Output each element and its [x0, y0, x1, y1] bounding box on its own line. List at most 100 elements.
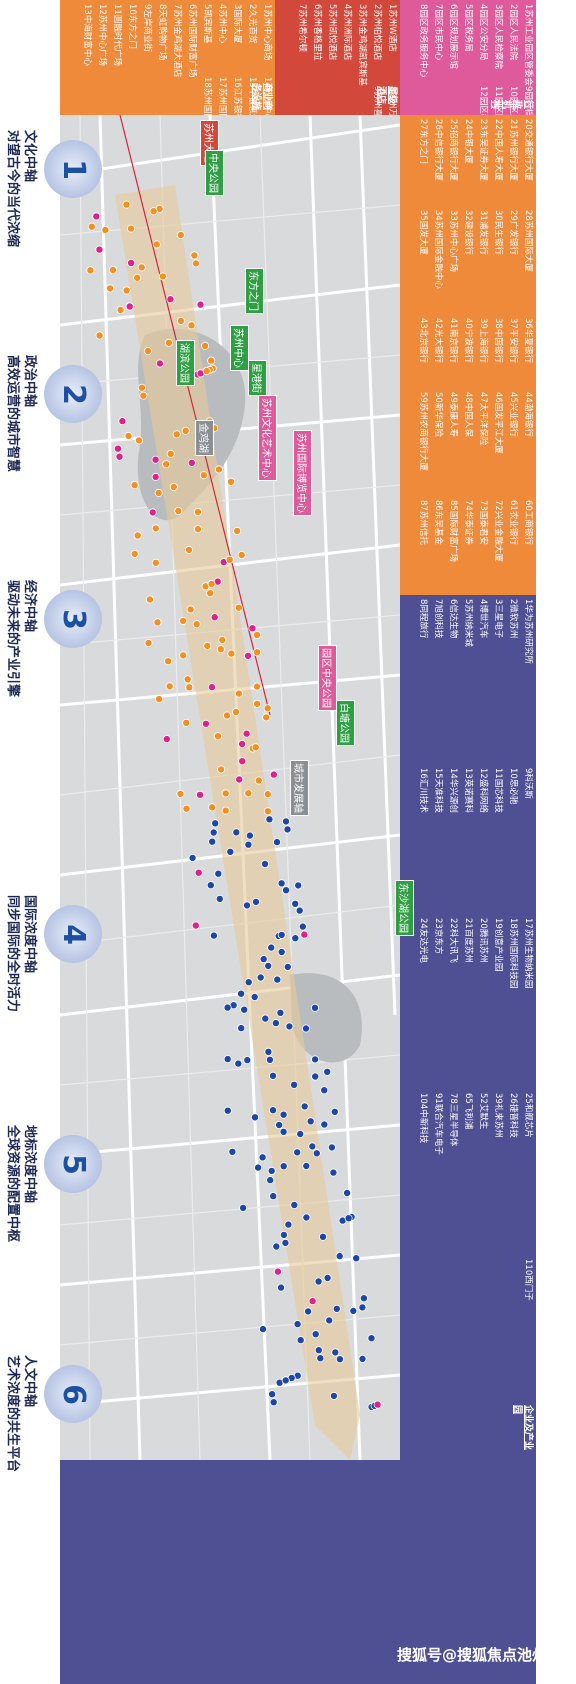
- poi-dot: [261, 1014, 270, 1023]
- panel-item: 24中银大厦: [463, 119, 473, 164]
- panel-item: 32建设银行: [463, 210, 473, 255]
- panel-title: 行政机构: [490, 99, 533, 109]
- poi-dot: [301, 1024, 310, 1033]
- poi-dot: [344, 1214, 353, 1223]
- poi-dot: [203, 641, 212, 650]
- poi-dot: [242, 901, 251, 910]
- axis-title: 人文中轴 艺术浓度的共生平台: [4, 1355, 38, 1515]
- panel-item: 2园区人民法院: [508, 4, 518, 61]
- poi-dot: [208, 837, 217, 846]
- panel-item: 23东吴证券大厦: [478, 119, 488, 181]
- poi-dot: [154, 488, 163, 497]
- panel-item: 20交通银行大厦: [523, 119, 533, 181]
- poi-dot: [318, 1232, 327, 1241]
- poi-dot: [172, 430, 181, 439]
- poi-dot: [190, 251, 199, 260]
- axis-heading: 人文中轴: [22, 1355, 37, 1408]
- panel-item: 14苏州中心: [262, 77, 272, 115]
- poi-dot: [179, 616, 188, 625]
- panel-item: 4园区公安分局: [478, 4, 488, 61]
- poi-dot: [243, 1056, 252, 1065]
- panel-item: 4博世汽车: [478, 599, 488, 639]
- axis-title: 地标浓度中轴 全球资源的配置中枢: [4, 1125, 38, 1285]
- panel-item: 9科沃斯: [523, 768, 533, 800]
- map-label: 金鸡湖: [195, 420, 214, 456]
- poi-dot: [238, 757, 247, 766]
- poi-dot: [235, 775, 244, 784]
- axis-heading: 政治中轴: [22, 355, 37, 408]
- panel-item: 11国芯科技: [493, 768, 503, 814]
- panel-item: 2久光百货: [247, 4, 257, 44]
- poi-dot: [244, 978, 253, 987]
- poi-dot: [149, 207, 158, 216]
- panel-list: 1苏州W酒店 2苏州柏悦酒店 3苏州金鸡湖凯宾斯基 4苏州洲际酒店 5苏州凯悦酒店 6苏州…: [278, 4, 397, 115]
- poi-dot: [283, 962, 292, 971]
- panel-item: 9园区档案馆: [523, 85, 533, 115]
- poi-dot: [164, 657, 173, 666]
- poi-dot: [293, 1148, 302, 1157]
- poi-dot: [186, 605, 195, 614]
- poi-dot: [279, 1162, 288, 1171]
- poi-dot: [281, 1238, 290, 1247]
- poi-dot: [185, 545, 194, 554]
- poi-dot: [275, 1121, 284, 1130]
- poi-dot: [192, 620, 201, 629]
- poi-dot: [155, 359, 164, 368]
- poi-dot: [251, 897, 260, 906]
- poi-dot: [302, 1213, 311, 1222]
- poi-dot: [258, 1153, 267, 1162]
- poi-dot: [300, 930, 309, 939]
- poi-dot: [201, 719, 210, 728]
- panel-item: 12园区教育局: [478, 85, 488, 115]
- poi-dot: [285, 1022, 294, 1031]
- poi-dot: [182, 718, 191, 727]
- poi-dot: [267, 943, 276, 952]
- panel-item: 17苏州国际科技园: [217, 77, 227, 115]
- watermark: 搜狐号@搜狐焦点池州站: [396, 1646, 562, 1664]
- poi-dot: [248, 624, 257, 633]
- poi-dot: [113, 444, 122, 453]
- poi-dot: [133, 273, 142, 282]
- panel-item: 29广发银行: [508, 210, 518, 255]
- panel-item: 11园区国际商务区: [492, 86, 503, 115]
- panel-item: 5凯宾斯基: [202, 4, 212, 44]
- poi-dot: [258, 1325, 267, 1334]
- info-panel: 星级酒店 1苏州W酒店 2苏州柏悦酒店 3苏州金鸡湖凯宾斯基 4苏州洲际酒店 5苏州凯悦酒…: [275, 0, 400, 115]
- poi-dot: [223, 1003, 232, 1012]
- axis-subtitle: 对望古今的当代浓缩: [5, 130, 20, 248]
- panel-item: 22中国人寿大厦: [493, 119, 503, 181]
- axis-number: 3: [55, 608, 91, 630]
- poi-dot: [187, 321, 196, 330]
- panel-item: 6信达生物: [448, 599, 458, 639]
- poi-dot: [221, 806, 230, 815]
- poi-dot: [193, 507, 202, 516]
- panel-item: 15中银惠龙大厦: [247, 77, 257, 115]
- info-panel: 企业及产业园 1华为苏州研究所 2微软苏州 3三星电子 4博世汽车 5苏州纳米城 6信达生物…: [400, 595, 536, 1460]
- poi-dot: [232, 828, 241, 837]
- panel-item: 86东吴基金: [433, 500, 443, 545]
- poi-dot: [87, 222, 96, 231]
- poi-dot: [320, 1120, 329, 1129]
- axis-number: 6: [55, 1383, 91, 1405]
- poi-dot: [265, 1055, 274, 1064]
- poi-dot: [250, 993, 259, 1002]
- map-label: 城市发展轴: [290, 760, 309, 816]
- axis-subtitle: 高效运营的城市智慧: [5, 355, 20, 473]
- panel-item: 15天准科技: [433, 768, 443, 814]
- poi-dot: [228, 1147, 237, 1156]
- poi-dot: [252, 648, 261, 657]
- poi-dot: [215, 894, 224, 903]
- poi-dot: [199, 471, 208, 480]
- poi-dot: [279, 1127, 288, 1136]
- panel-item: 12苏州中心广场: [97, 4, 107, 66]
- poi-dot: [209, 931, 218, 940]
- map-label: 园区中央公园: [318, 645, 337, 711]
- axis-number-circle: 4: [44, 905, 102, 963]
- panel-item: 48中国人保: [463, 392, 473, 437]
- panel-item: 40宁波银行: [463, 318, 473, 363]
- panel-item: 21苏州银行大厦: [508, 119, 518, 181]
- poi-dot: [166, 449, 175, 458]
- panel-title: 星级酒店: [376, 85, 397, 104]
- poi-dot: [155, 695, 164, 704]
- poi-dot: [227, 649, 236, 658]
